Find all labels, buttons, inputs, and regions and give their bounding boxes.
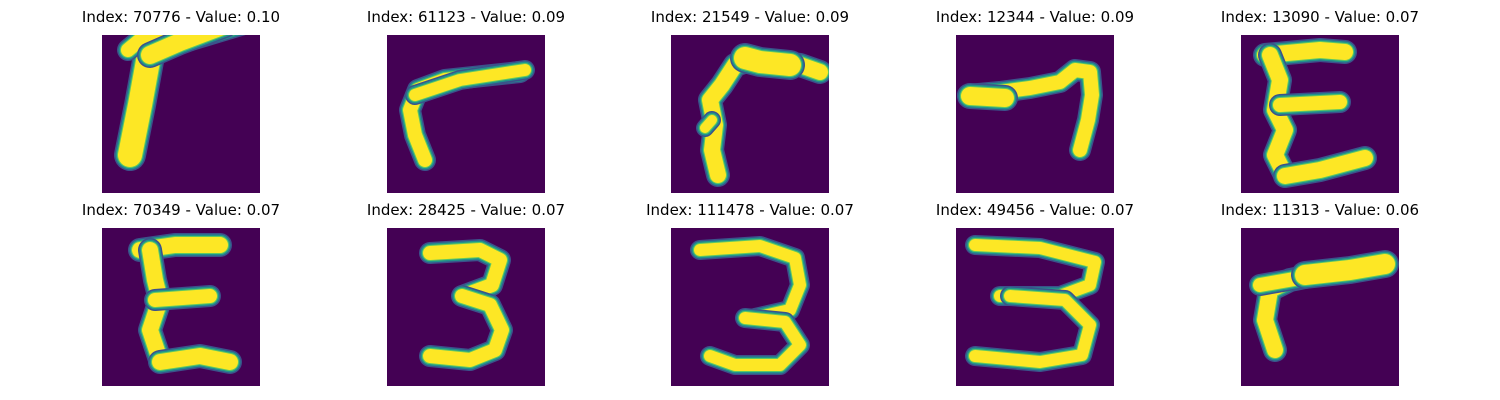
panel-title: Index: 49456 - Value: 0.07 — [935, 201, 1135, 219]
digit-image — [956, 228, 1114, 386]
digit-image — [1241, 35, 1399, 193]
digit-image — [102, 35, 260, 193]
digit-image — [387, 228, 545, 386]
panel-title: Index: 13090 - Value: 0.07 — [1220, 8, 1420, 26]
panel-title: Index: 70776 - Value: 0.10 — [81, 8, 281, 26]
panel-title: Index: 61123 - Value: 0.09 — [366, 8, 566, 26]
digit-image — [956, 35, 1114, 193]
digit-image — [671, 228, 829, 386]
panel-title: Index: 70349 - Value: 0.07 — [81, 201, 281, 219]
digit-image — [671, 35, 829, 193]
panel-title: Index: 28425 - Value: 0.07 — [366, 201, 566, 219]
panel-title: Index: 12344 - Value: 0.09 — [935, 8, 1135, 26]
panel-title: Index: 111478 - Value: 0.07 — [646, 201, 854, 219]
panel-title: Index: 21549 - Value: 0.09 — [650, 8, 850, 26]
digit-image — [102, 228, 260, 386]
digit-image — [1241, 228, 1399, 386]
panel-title: Index: 11313 - Value: 0.06 — [1220, 201, 1420, 219]
digit-image — [387, 35, 545, 193]
